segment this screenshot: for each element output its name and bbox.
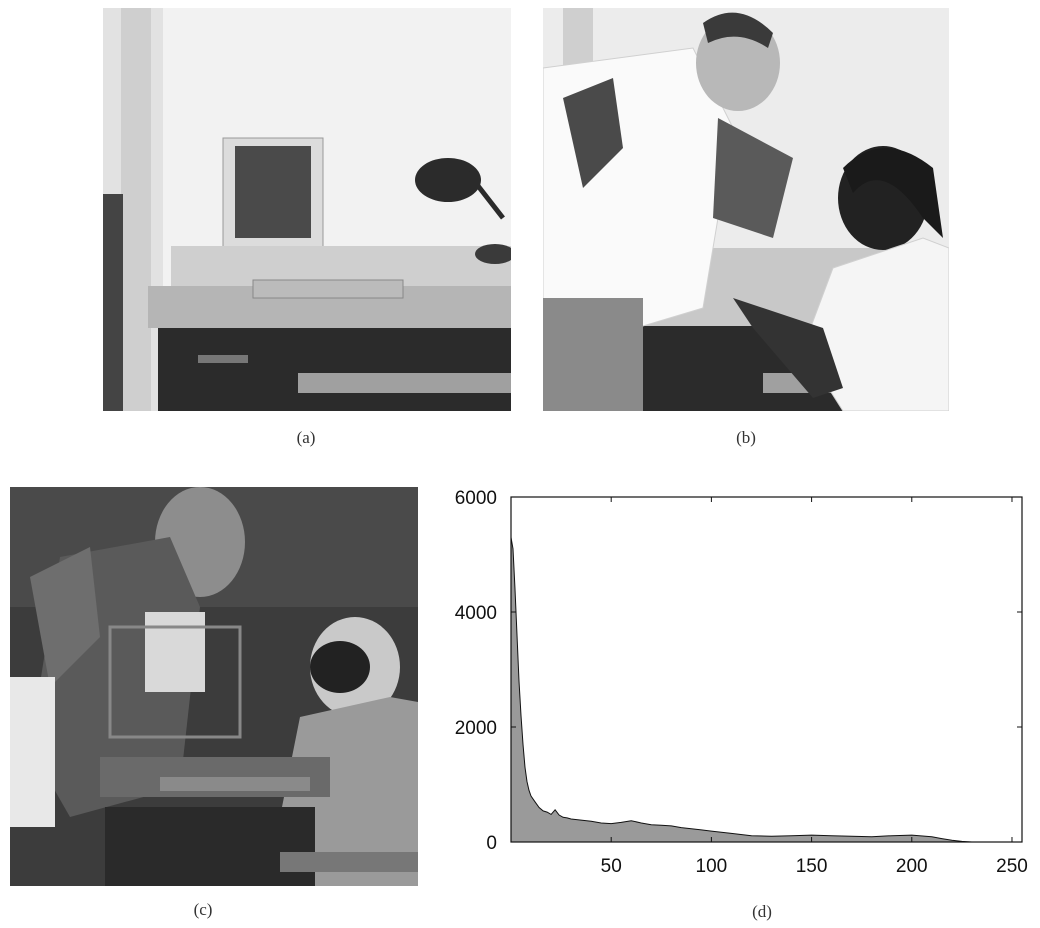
photo-c [10,487,418,886]
histogram-area [510,537,1022,843]
caption-a: (a) [296,428,316,447]
x-tick-label: 100 [696,856,728,877]
caption-d: (d) [752,902,772,921]
x-tick-label: 250 [996,856,1028,877]
y-tick-label: 4000 [455,603,497,624]
photo-b [543,8,949,411]
histogram-svg: 50 100 150 200 250 0 2000 4000 6000 [455,488,1028,877]
photo-a-image [103,8,511,411]
x-tick-label: 150 [796,856,828,877]
y-tick-label: 6000 [455,488,497,509]
photo-c-image [10,487,418,886]
photo-a [103,8,511,411]
histogram-chart: 50 100 150 200 250 0 2000 4000 6000 [430,480,1040,890]
x-tick-label: 200 [896,856,928,877]
y-tick-label: 2000 [455,718,497,739]
x-tick-label: 50 [601,856,622,877]
y-tick-label: 0 [486,833,497,854]
plot-frame [510,496,1023,843]
photo-b-image [543,8,949,411]
caption-b: (b) [736,428,756,447]
caption-c: (c) [193,900,213,919]
